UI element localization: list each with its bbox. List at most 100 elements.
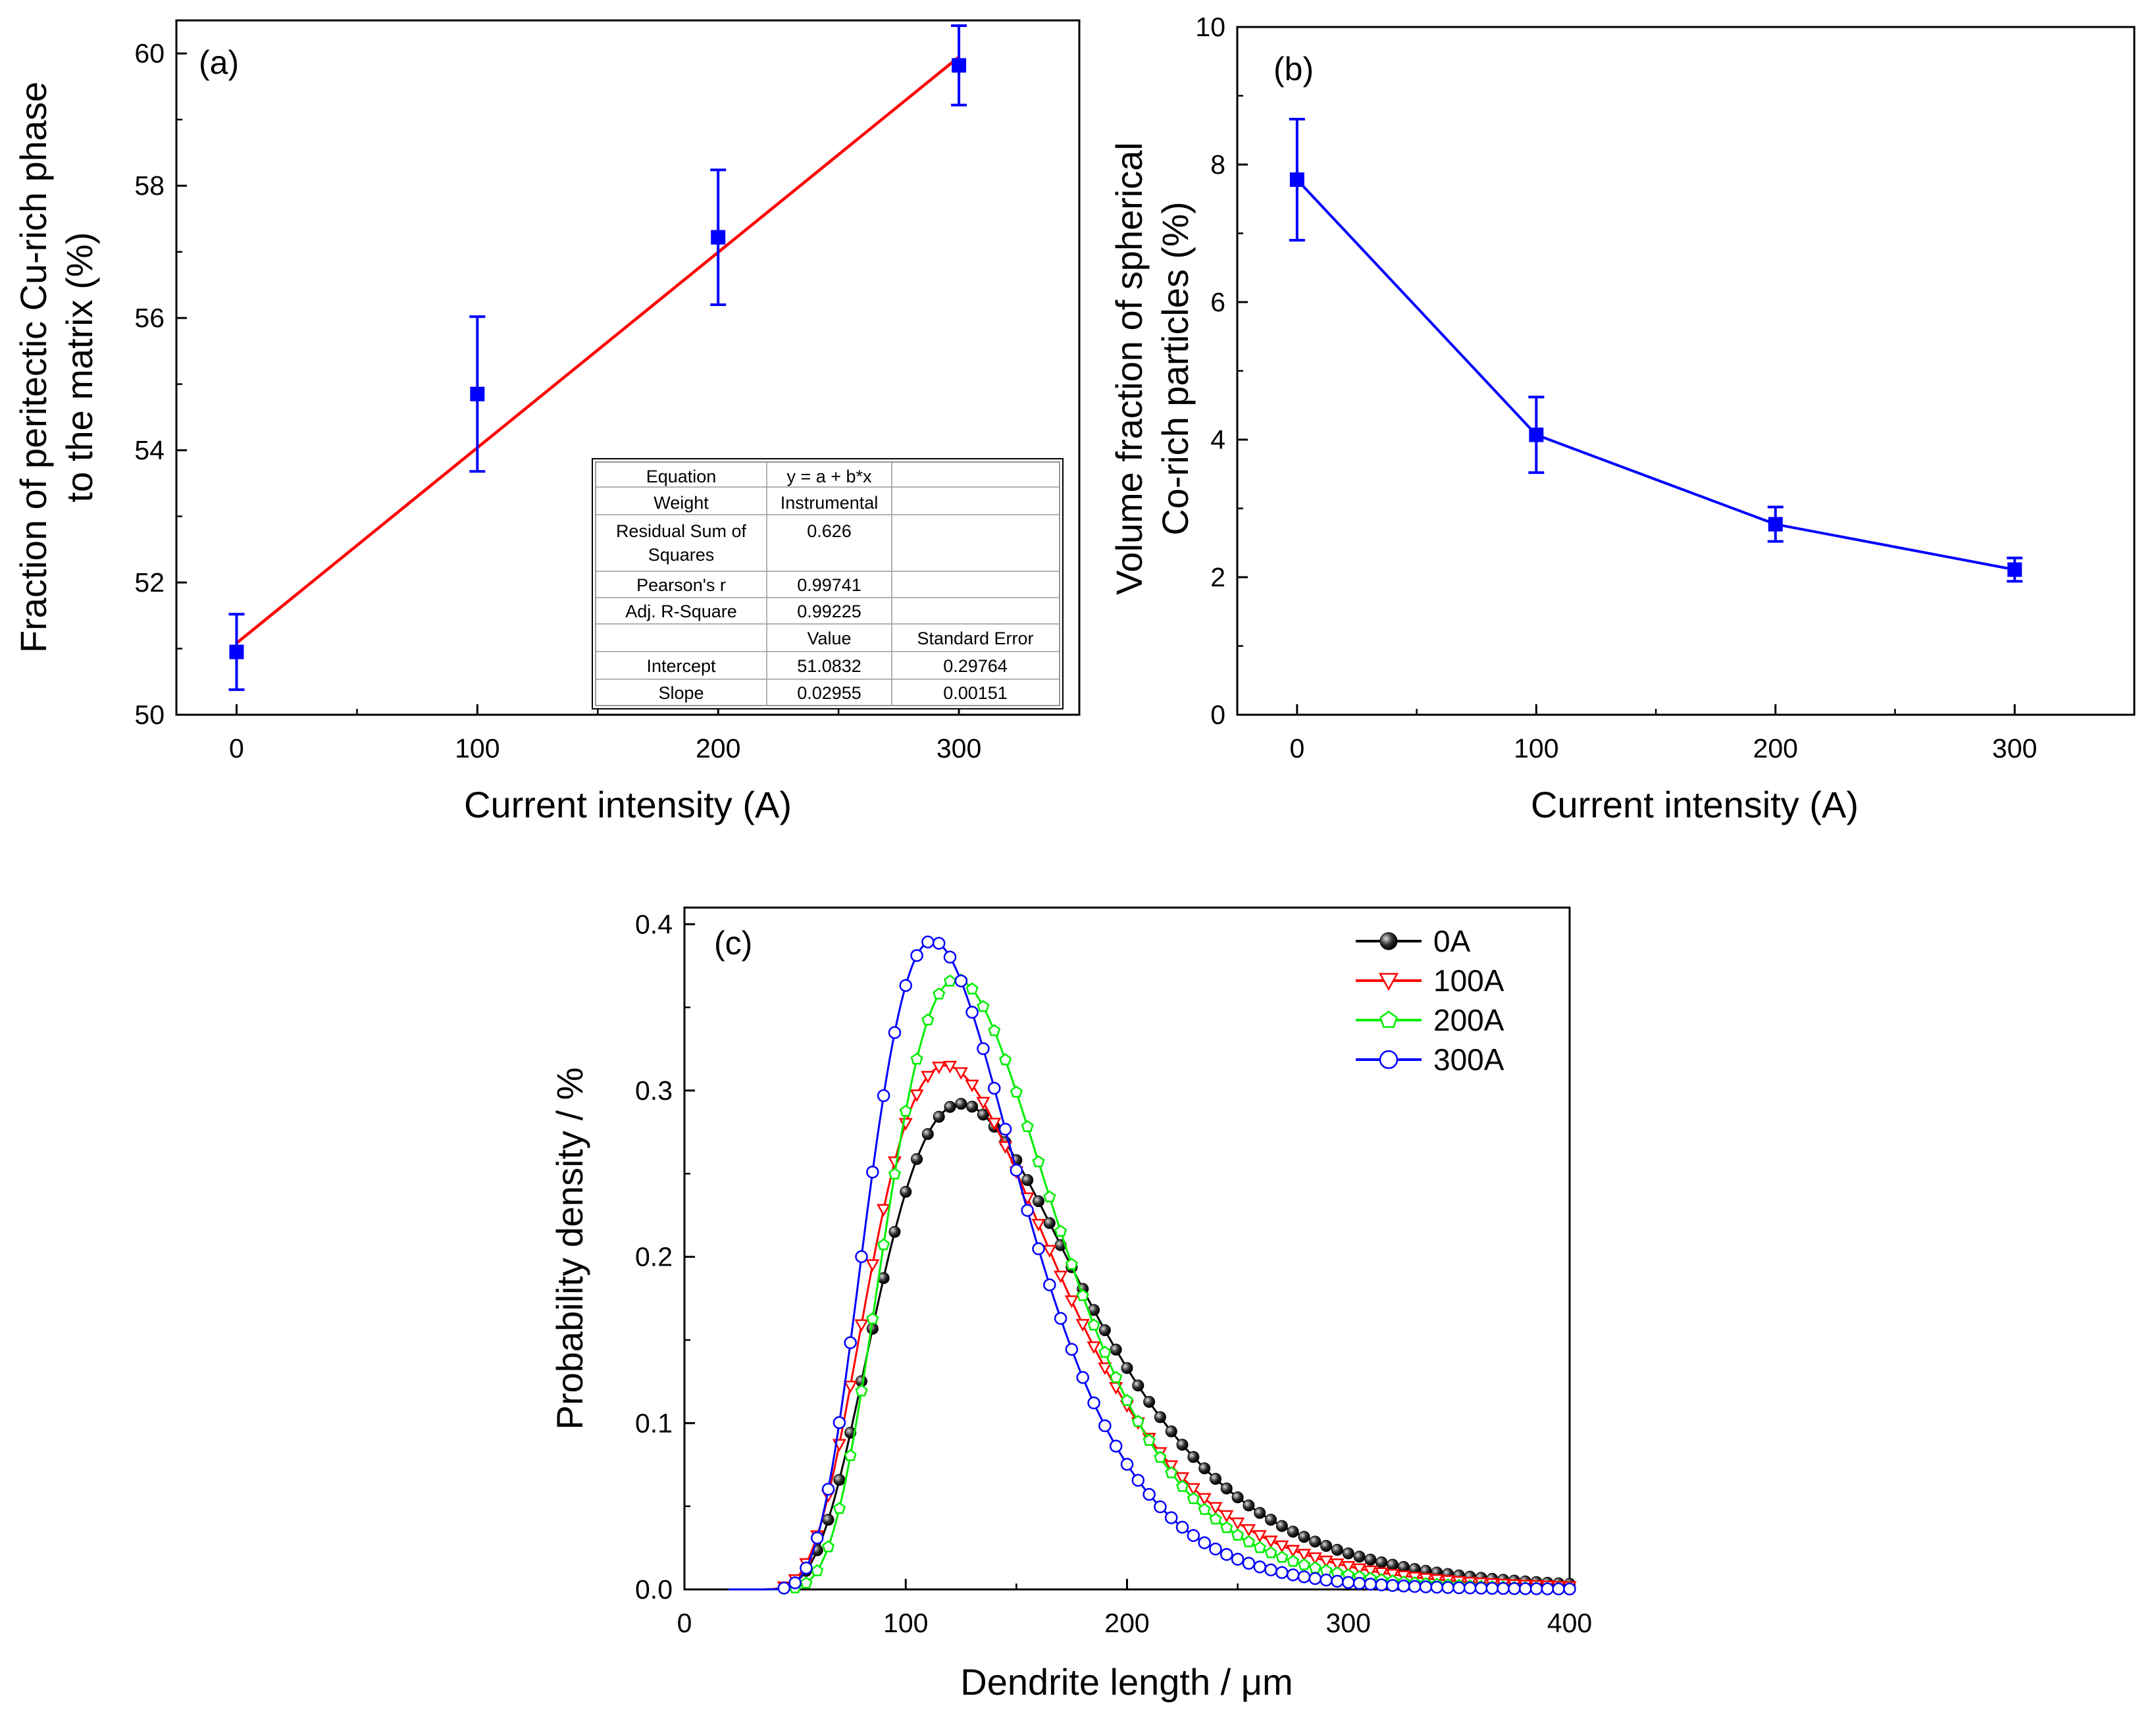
data-point-100A [1341,1560,1356,1574]
linear-fit-line [236,55,960,644]
data-point-300A [910,949,923,962]
data-point-200A [1308,1561,1322,1574]
y-tick-label: 2 [1210,562,1225,592]
data-point-100A [1219,1510,1234,1523]
fit-table-value-intercept: 51.0832 [797,656,861,676]
data-point-200A [833,1502,846,1514]
y-tick-label: 6 [1210,287,1225,317]
y-tick-label: 0.0 [635,1574,673,1605]
data-point-100A [987,1118,1002,1131]
data-point-200A [866,1312,879,1325]
data-point-200A [1142,1433,1156,1446]
data-point-200A [977,1000,990,1012]
y-axis-ticks-a: 50 52 54 56 58 60 [134,38,187,730]
data-point-100A [932,1062,946,1075]
fit-table-value-adjr2: 0.99225 [797,602,861,621]
data-point-0A [1275,1520,1288,1532]
data-point-300A [777,1582,791,1595]
data-point-0A [833,1474,846,1486]
data-point-300A [1397,1580,1410,1593]
data-point-0A [1309,1535,1322,1548]
data-point-0A [1176,1439,1189,1451]
y-tick-label: 0 [1210,700,1225,730]
fit-table-stderr-intercept: 0.29764 [943,656,1008,676]
fit-table-label-slope: Slope [658,683,704,703]
x-axis-label-a: Current intensity (A) [464,784,792,825]
legend-item-300A: 300A [1356,1043,1504,1077]
data-point [470,386,485,401]
data-point-0A [1110,1343,1122,1356]
data-point-200A [1021,1120,1034,1132]
data-point-200A [1287,1555,1300,1567]
data-point-300A [1165,1511,1178,1524]
data-point-200A [877,1238,890,1250]
data-point-300A [1320,1573,1333,1587]
data-point-0A [1387,1558,1399,1571]
fit-table-label-intercept: Intercept [646,656,716,676]
data-point-200A [800,1576,813,1589]
data-point-100A [1231,1517,1245,1530]
data-point-0A [1353,1551,1366,1563]
data-point-100A [1252,1530,1267,1543]
fit-table-value-pearson: 0.99741 [797,575,861,595]
data-point-0A [1231,1491,1244,1504]
panel-a: 50 52 54 56 58 60 0 100 200 300 (a) Current inte… [13,19,1081,825]
data-point-100A [921,1071,935,1084]
data-point-300A [921,935,935,949]
data-point-200A [999,1053,1012,1066]
data-point [1768,517,1783,532]
fit-table-label-pearson: Pearson's r [636,575,726,595]
data-point-100A [887,1156,902,1170]
data-point-200A [1010,1085,1023,1098]
y-tick-label: 0.4 [635,909,673,939]
x-tick-label: 100 [455,733,500,763]
data-point-100A [1164,1460,1179,1473]
x-tick-label: 100 [883,1608,928,1638]
fit-line-a [236,55,960,644]
plot-frame-a [175,19,1081,716]
data-point-0A [888,1225,901,1238]
legend-c: 0A 100A 200A 300A [1356,924,1504,1077]
data-point-100A [1275,1540,1289,1553]
legend-item-100A: 100A [1356,964,1504,998]
fit-table-header-stderr: Standard Error [917,629,1033,648]
x-axis-label-c: Dendrite length / μm [960,1661,1293,1703]
data-point-100A [1087,1341,1101,1354]
data-point-200A [811,1564,824,1576]
legend-marker [1379,1010,1398,1028]
data-point-300A [821,1483,835,1496]
data-point-200A [1098,1345,1112,1358]
data-point-0A [1132,1379,1144,1392]
data-point-200A [1275,1551,1289,1563]
data-point-0A [921,1128,934,1141]
data-point-200A [1198,1503,1211,1515]
legend-label: 0A [1433,924,1471,958]
data-point-0A [1210,1472,1221,1485]
data-point-300A [1142,1487,1156,1501]
data-point-0A [1143,1395,1156,1408]
data-point-300A [1497,1582,1510,1595]
data-point-0A [1331,1543,1343,1556]
data-point-300A [1331,1574,1344,1588]
data-point-300A [1253,1560,1266,1574]
legend-item-200A: 200A [1356,1003,1504,1037]
data-point-0A [1043,1217,1056,1229]
data-point-200A [910,1052,923,1065]
data-point-300A [1419,1580,1433,1593]
data-point-300A [833,1416,846,1429]
data-point-100A [1054,1270,1068,1283]
data-point-300A [1541,1582,1554,1595]
data-point-300A [1131,1474,1145,1487]
y-tick-label: 56 [134,303,165,333]
data-point-300A [1220,1548,1233,1561]
data-point-200A [1043,1190,1056,1202]
data-point-300A [977,1042,990,1056]
series-line [1296,178,2015,571]
y-tick-label: 50 [134,700,165,730]
data-point-0A [1198,1462,1211,1475]
data-point-300A [988,1081,1001,1095]
data-point-0A [1320,1539,1333,1552]
y-axis-ticks-c: 0.0 0.1 0.2 0.3 0.4 [635,909,695,1605]
data-point-300A [1352,1577,1366,1590]
